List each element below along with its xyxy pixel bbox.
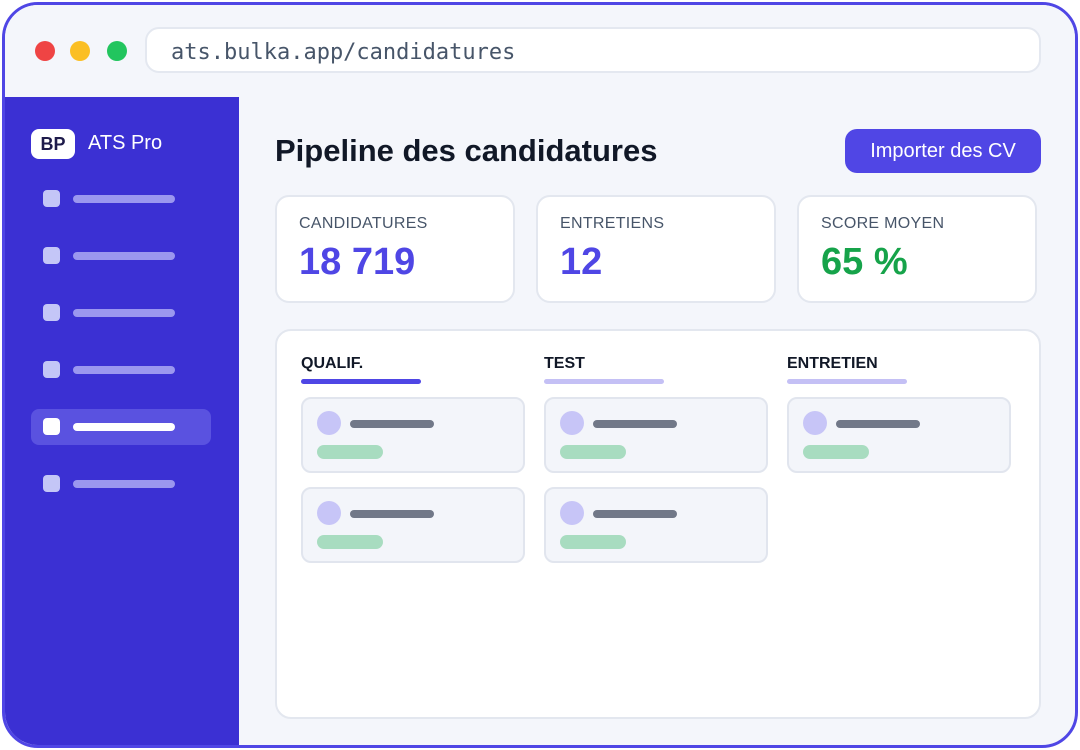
status-tag [803, 445, 869, 459]
candidate-card[interactable] [544, 397, 768, 473]
page-title: Pipeline des candidatures [275, 133, 658, 168]
column-header-entretien[interactable]: ENTRETIEN [787, 355, 878, 372]
nav-label-placeholder [73, 309, 175, 317]
nav-label-placeholder [73, 195, 175, 203]
nav-icon [43, 418, 60, 435]
kpi-value: 18 719 [299, 241, 416, 283]
sidebar-item-3[interactable] [31, 295, 211, 331]
kpi-value: 12 [560, 241, 603, 283]
import-cv-button[interactable]: Importer des CV [845, 129, 1041, 173]
kpi-card-entretiens: ENTRETIENS 12 [536, 195, 776, 303]
status-tag [317, 535, 383, 549]
kpi-value: 65 % [821, 241, 908, 283]
kpi-card-candidatures: CANDIDATURES 18 719 [275, 195, 515, 303]
minimize-window-button[interactable] [70, 41, 90, 61]
nav-icon [43, 304, 60, 321]
sidebar: BP ATS Pro [5, 97, 239, 745]
sidebar-item-6[interactable] [31, 466, 211, 502]
nav-icon [43, 361, 60, 378]
status-tag [317, 445, 383, 459]
maximize-window-button[interactable] [107, 41, 127, 61]
name-placeholder [593, 510, 677, 518]
nav-icon [43, 247, 60, 264]
candidate-card[interactable] [301, 397, 525, 473]
address-bar[interactable]: ats.bulka.app/candidatures [145, 27, 1041, 73]
name-placeholder [593, 420, 677, 428]
kpi-label: ENTRETIENS [560, 215, 665, 232]
avatar [560, 501, 584, 525]
nav-label-placeholder [73, 480, 175, 488]
nav-icon [43, 190, 60, 207]
sidebar-item-1[interactable] [31, 181, 211, 217]
status-tag [560, 445, 626, 459]
brand-name: ATS Pro [88, 132, 163, 154]
nav-label-placeholder [73, 252, 175, 260]
kpi-label: CANDIDATURES [299, 215, 428, 232]
candidate-card[interactable] [544, 487, 768, 563]
column-header-qualif[interactable]: QUALIF. [301, 355, 364, 372]
avatar [560, 411, 584, 435]
nav-label-placeholder [73, 423, 175, 431]
status-tag [560, 535, 626, 549]
avatar [803, 411, 827, 435]
kpi-label: SCORE MOYEN [821, 215, 945, 232]
nav-label-placeholder [73, 366, 175, 374]
avatar [317, 411, 341, 435]
column-header-test[interactable]: TEST [544, 355, 585, 372]
kanban-board: QUALIF. TEST ENTRETIEN [275, 329, 1041, 719]
sidebar-item-4[interactable] [31, 352, 211, 388]
column-indicator [787, 379, 907, 384]
kpi-card-score-moyen: SCORE MOYEN 65 % [797, 195, 1037, 303]
avatar [317, 501, 341, 525]
nav-icon [43, 475, 60, 492]
column-indicator-active [301, 379, 421, 384]
close-window-button[interactable] [35, 41, 55, 61]
logo: BP [31, 129, 75, 159]
candidate-card[interactable] [787, 397, 1011, 473]
name-placeholder [350, 510, 434, 518]
url-text: ats.bulka.app/candidatures [171, 40, 516, 65]
title-bar: ats.bulka.app/candidatures [5, 5, 1075, 97]
candidate-card[interactable] [301, 487, 525, 563]
sidebar-item-5-active[interactable] [31, 409, 211, 445]
sidebar-item-2[interactable] [31, 238, 211, 274]
name-placeholder [836, 420, 920, 428]
name-placeholder [350, 420, 434, 428]
column-indicator [544, 379, 664, 384]
